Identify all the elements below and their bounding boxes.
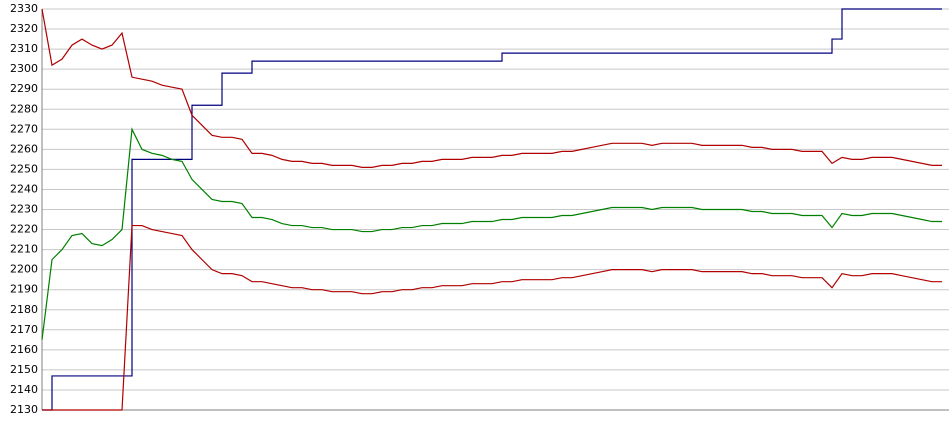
y-tick-label: 2210 <box>10 243 38 256</box>
y-tick-label: 2170 <box>10 323 38 336</box>
series-line <box>41 8 942 168</box>
y-tick-label: 2140 <box>10 383 38 396</box>
series-line <box>42 224 942 411</box>
y-tick-label: 2250 <box>10 162 38 175</box>
y-tick-label: 2150 <box>10 363 38 376</box>
y-tick-label: 2330 <box>10 2 38 15</box>
y-tick-label: 2190 <box>10 283 38 296</box>
y-tick-label: 2320 <box>10 22 38 35</box>
y-tick-label: 2300 <box>10 62 38 75</box>
y-tick-label: 2200 <box>10 263 38 276</box>
y-tick-label: 2260 <box>10 142 38 155</box>
y-tick-label: 2130 <box>10 403 38 416</box>
y-tick-label: 2160 <box>10 343 38 356</box>
series-line <box>42 8 942 411</box>
series-line <box>41 127 942 340</box>
y-tick-label: 2220 <box>10 223 38 236</box>
y-tick-label: 2270 <box>10 122 38 135</box>
y-tick-label: 2240 <box>10 182 38 195</box>
y-tick-label: 2310 <box>10 42 38 55</box>
y-tick-label: 2230 <box>10 203 38 216</box>
y-tick-label: 2180 <box>10 303 38 316</box>
y-tick-label: 2290 <box>10 82 38 95</box>
y-tick-label: 2280 <box>10 102 38 115</box>
